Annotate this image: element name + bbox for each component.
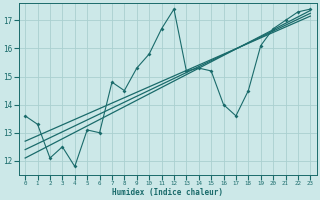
X-axis label: Humidex (Indice chaleur): Humidex (Indice chaleur): [112, 188, 223, 197]
